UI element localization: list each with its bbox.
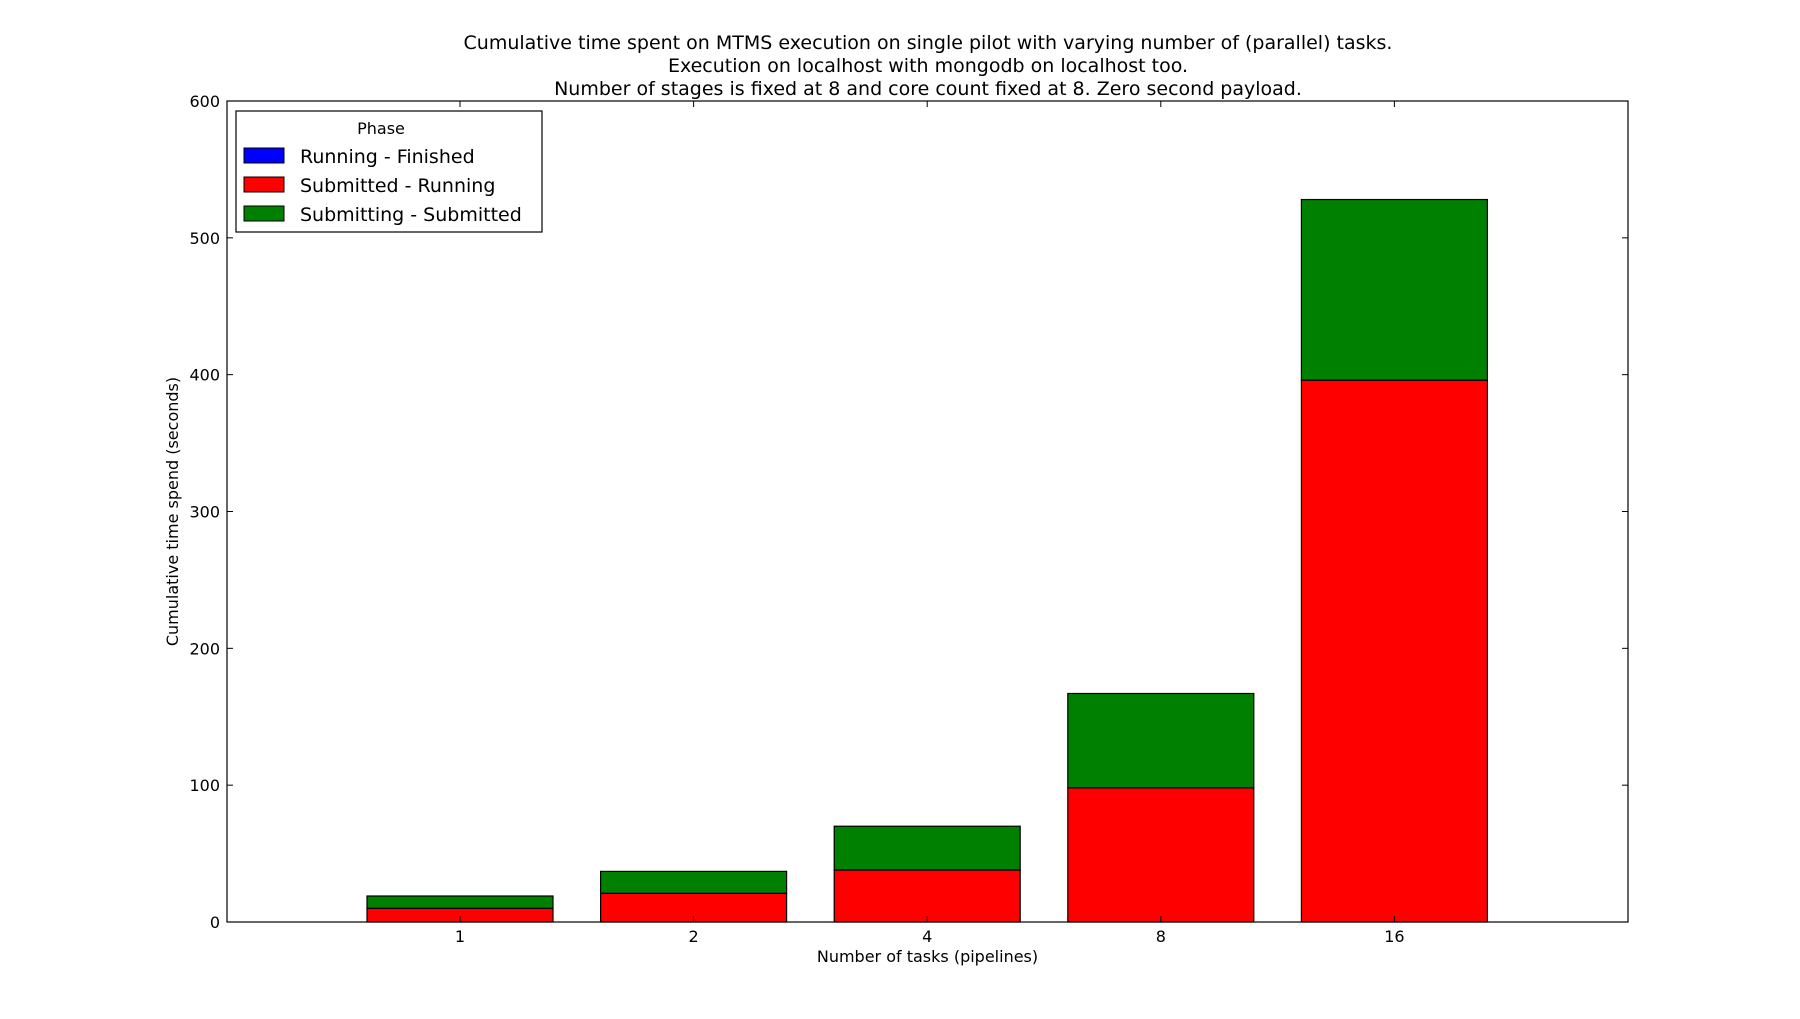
y-tick-label-0: 0 [210, 913, 220, 932]
legend-label-submitting-submitted: Submitting - Submitted [300, 204, 522, 226]
y-tick-label-400: 400 [189, 366, 220, 385]
chart-title: Cumulative time spent on MTMS execution … [464, 32, 1393, 100]
legend-label-submitted-running: Submitted - Running [300, 175, 495, 197]
x-tick-label-8: 8 [1156, 927, 1166, 946]
y-axis-label: Cumulative time spend (seconds) [163, 377, 182, 646]
y-tick-label-300: 300 [189, 503, 220, 522]
x-tick-label-16: 16 [1384, 927, 1404, 946]
y-tick-label-100: 100 [189, 776, 220, 795]
legend: Phase Running - Finished Submitted - Runni… [235, 110, 543, 233]
x-axis: 1 2 4 8 16 [455, 101, 1405, 946]
legend-swatch-running-finished [243, 147, 285, 164]
bar-4-submitting-submitted [833, 825, 1021, 871]
y-tick-label-600: 600 [189, 92, 220, 111]
bars [366, 198, 1489, 923]
x-tick-label-1: 1 [455, 927, 465, 946]
bar-8-submitting-submitted [1067, 692, 1255, 789]
x-axis-label: Number of tasks (pipelines) [817, 947, 1038, 966]
legend-swatch-submitted-running [243, 176, 285, 193]
bar-8-submitted-running [1067, 787, 1255, 923]
x-tick-label-4: 4 [922, 927, 932, 946]
chart-title-line-1: Cumulative time spent on MTMS execution … [464, 32, 1393, 54]
x-tick-label-2: 2 [689, 927, 699, 946]
legend-title: Phase [357, 119, 405, 138]
chart-title-line-2: Execution on localhost with mongodb on l… [668, 55, 1188, 77]
legend-frame [235, 110, 543, 233]
y-axis: 0 100 200 300 400 500 600 [189, 92, 1628, 932]
y-tick-label-500: 500 [189, 229, 220, 248]
bar-2-submitting-submitted [599, 870, 788, 894]
bar-16-submitting-submitted [1300, 198, 1489, 381]
bar-4-submitted-running [833, 869, 1021, 923]
legend-label-running-finished: Running - Finished [300, 146, 475, 168]
y-tick-label-200: 200 [189, 639, 220, 658]
bar-16-submitted-running [1300, 379, 1489, 923]
bar-1-submitting-submitted [366, 895, 554, 909]
legend-swatch-submitting-submitted [243, 205, 285, 222]
chart-title-line-3: Number of stages is fixed at 8 and core … [554, 78, 1302, 100]
